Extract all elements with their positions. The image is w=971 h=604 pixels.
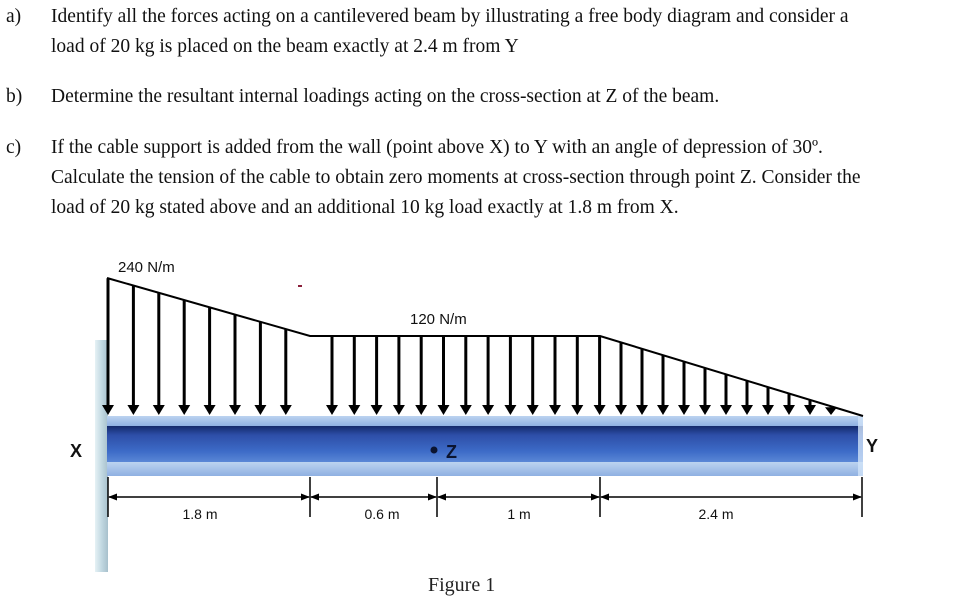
load-arrow-head-icon: [127, 405, 140, 415]
point-label-y: Y: [866, 436, 878, 456]
question-a-line-1: Identify all the forces acting on a cant…: [51, 6, 849, 27]
point-label-z: Z: [446, 442, 457, 462]
load-arrow-head-icon: [254, 405, 267, 415]
dimension-label-2: 0.6 m: [364, 506, 399, 522]
question-c-line-1: If the cable support is added from the w…: [51, 137, 823, 158]
load-arrow-head-icon: [437, 405, 450, 415]
wall-support: [95, 340, 108, 572]
dimension-label-3: 1 m: [507, 506, 530, 522]
question-c-label: c): [6, 137, 22, 158]
load-arrow-head-icon: [415, 405, 428, 415]
load-arrow-head-icon: [762, 405, 774, 415]
load-arrow-head-icon: [229, 405, 241, 415]
dimension-lines: [107, 477, 863, 517]
load-arrows: [102, 278, 837, 415]
load-arrow-head-icon: [657, 405, 669, 415]
stray-mark: [298, 285, 302, 287]
load-arrow-head-icon: [804, 405, 816, 415]
load-arrow-head-icon: [279, 405, 292, 415]
load-label-120: 120 N/m: [410, 311, 467, 328]
beam: [107, 416, 863, 476]
load-arrow-head-icon: [102, 405, 114, 415]
load-arrow-head-icon: [615, 405, 627, 415]
load-arrow-head-icon: [699, 405, 711, 415]
load-arrow-head-icon: [549, 405, 561, 415]
load-arrow-head-icon: [825, 407, 837, 415]
load-arrow-head-icon: [720, 405, 732, 415]
question-c-line-2: Calculate the tension of the cable to ob…: [51, 167, 861, 188]
load-arrow-head-icon: [504, 405, 517, 415]
section-point-z: [430, 446, 438, 454]
load-arrow-head-icon: [203, 405, 216, 415]
load-arrow-head-icon: [459, 405, 472, 415]
load-arrow-head-icon: [326, 405, 338, 415]
dimension-label-4: 2.4 m: [698, 506, 733, 522]
question-b-line-1: Determine the resultant internal loading…: [51, 86, 720, 107]
load-arrow-head-icon: [348, 405, 361, 415]
load-arrow-head-icon: [593, 405, 606, 415]
load-arrow-head-icon: [636, 405, 648, 415]
point-label-x: X: [70, 441, 82, 461]
question-a-label: a): [6, 6, 22, 27]
load-arrow-head-icon: [178, 405, 191, 415]
load-arrow-head-icon: [482, 405, 495, 415]
question-b-label: b): [6, 86, 23, 107]
load-arrow-head-icon: [392, 405, 405, 415]
load-arrow-head-icon: [571, 405, 584, 415]
question-a-line-2: load of 20 kg is placed on the beam exac…: [51, 36, 519, 57]
load-label-240: 240 N/m: [118, 259, 175, 276]
load-arrow-head-icon: [152, 405, 165, 415]
dimension-label-1: 1.8 m: [182, 506, 217, 522]
load-arrow-head-icon: [783, 405, 795, 415]
load-arrow-head-icon: [678, 405, 690, 415]
figure-caption: Figure 1: [428, 574, 496, 596]
load-arrow-head-icon: [370, 405, 383, 415]
distributed-load-outline: [106, 277, 864, 417]
load-arrow-head-icon: [741, 405, 753, 415]
load-arrow-head-icon: [526, 405, 539, 415]
question-c-line-3: load of 20 kg stated above and an additi…: [51, 197, 679, 218]
